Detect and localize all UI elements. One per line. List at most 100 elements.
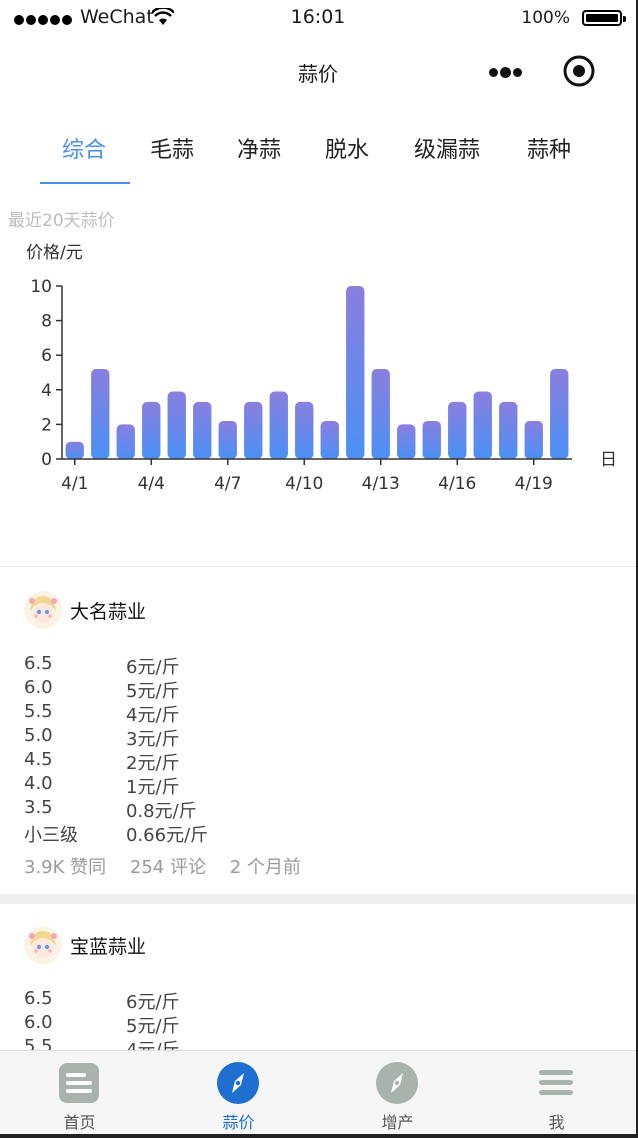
bar[interactable]: [397, 424, 416, 459]
price-bar-chart: 0 2 4 6 8 10 4/1 4/4 4/7 4/10 4/13 4/16 4/19 日: [30, 277, 617, 494]
y-tick-label: 2: [41, 415, 52, 435]
price: 2元/斤: [126, 753, 180, 774]
grade: 4.0: [24, 773, 53, 794]
post-author[interactable]: 宝蓝蒜业: [70, 936, 147, 958]
category-tabs: 综合 毛蒜 净蒜 脱水 级漏蒜 蒜种: [0, 120, 636, 184]
tab-jingsuan[interactable]: 净蒜: [237, 138, 282, 163]
tab-suanzhong[interactable]: 蒜种: [527, 138, 572, 163]
wifi-icon: [152, 8, 174, 25]
more-dots-icon[interactable]: [486, 60, 536, 86]
tabbar-item-yield[interactable]: 增产: [318, 1051, 477, 1135]
target-icon[interactable]: [562, 54, 596, 88]
signal-icon: [14, 8, 74, 30]
comment-count[interactable]: 254 评论: [129, 857, 206, 878]
tab-zonghe[interactable]: 综合: [62, 138, 107, 163]
price: 4元/斤: [126, 705, 180, 726]
y-tick-label: 10: [30, 277, 52, 297]
bar[interactable]: [371, 369, 390, 459]
tabbar-label: 我: [548, 1113, 565, 1132]
compass-icon: [217, 1062, 259, 1104]
bar[interactable]: [65, 441, 84, 459]
grade: 5.0: [24, 725, 53, 746]
tabbar-label: 蒜价: [222, 1113, 255, 1132]
bar[interactable]: [320, 420, 339, 459]
price: 6元/斤: [126, 657, 180, 678]
grade: 6.0: [24, 677, 53, 698]
tab-maosuan[interactable]: 毛蒜: [150, 138, 195, 163]
grade: 小三级: [24, 825, 78, 846]
section-gap: [0, 894, 636, 904]
tabbar-label: 增产: [381, 1113, 414, 1132]
x-tick-label: 4/4: [138, 474, 165, 494]
post-author[interactable]: 大名蒜业: [70, 601, 147, 623]
price: 0.66元/斤: [126, 825, 209, 846]
x-tick-label: 4/10: [285, 474, 323, 494]
y-tick-label: 0: [41, 450, 52, 470]
bar[interactable]: [524, 420, 543, 459]
clock: 16:01: [290, 6, 346, 28]
tabbar-item-price[interactable]: 蒜价: [159, 1051, 318, 1135]
divider: [0, 566, 636, 567]
bar[interactable]: [244, 401, 263, 459]
grade: 6.0: [24, 1012, 53, 1033]
bar[interactable]: [167, 391, 186, 459]
x-axis-label: 日: [600, 450, 617, 470]
x-tick-label: 4/16: [438, 474, 476, 494]
avatar[interactable]: [24, 926, 62, 964]
tab-tuoshui[interactable]: 脱水: [325, 138, 370, 163]
home-list-icon: [59, 1063, 99, 1103]
grade: 4.5: [24, 749, 53, 770]
bar[interactable]: [550, 369, 569, 459]
tabbar-item-me[interactable]: 我: [477, 1051, 636, 1135]
tab-jilousuan[interactable]: 级漏蒜: [414, 138, 481, 163]
tabbar-label: 首页: [63, 1113, 96, 1132]
price: 6元/斤: [126, 992, 180, 1013]
nav-bar: 蒜价: [0, 36, 636, 108]
x-tick-label: 4/7: [214, 474, 241, 494]
device-edge: [636, 0, 638, 1138]
x-tick-label: 4/13: [362, 474, 400, 494]
carrier-label: WeChat: [80, 6, 154, 28]
price: 3元/斤: [126, 729, 180, 750]
x-tick-label: 4/1: [61, 474, 88, 494]
y-tick-label: 6: [41, 346, 52, 366]
bar[interactable]: [295, 401, 314, 459]
bar[interactable]: [499, 401, 518, 459]
price: 5元/斤: [126, 1016, 180, 1037]
post-card[interactable]: 宝蓝蒜业 6.56元/斤 6.05元/斤 5.54元/斤: [0, 904, 636, 1061]
bar[interactable]: [116, 424, 135, 459]
device-edge: [0, 1134, 638, 1138]
post-card[interactable]: 大名蒜业 6.5 6元/斤 6.0 5元/斤 5.5 4元/斤 5.0 3元/斤 4.5…: [0, 567, 636, 893]
like-count[interactable]: 3.9K 赞同: [24, 857, 107, 878]
bar[interactable]: [269, 391, 288, 459]
chart-y-axis-label: 价格/元: [26, 243, 83, 263]
y-tick-label: 4: [41, 381, 52, 401]
menu-icon: [539, 1070, 573, 1095]
x-tick-label: 4/19: [515, 474, 553, 494]
bar[interactable]: [91, 369, 110, 459]
chart-caption: 最近20天蒜价: [8, 211, 115, 231]
bar[interactable]: [422, 420, 441, 459]
bar[interactable]: [346, 286, 365, 459]
grade: 6.5: [24, 653, 53, 674]
bar[interactable]: [448, 401, 467, 459]
bar[interactable]: [473, 391, 492, 459]
battery-icon: [582, 10, 626, 26]
grade: 6.5: [24, 988, 53, 1009]
price: 0.8元/斤: [126, 801, 197, 822]
active-tab-indicator: [40, 182, 130, 184]
bar[interactable]: [218, 420, 237, 459]
avatar[interactable]: [24, 591, 62, 629]
page-title: 蒜价: [298, 62, 338, 86]
status-bar: WeChat 16:01 100%: [0, 0, 636, 36]
tabbar-item-home[interactable]: 首页: [0, 1051, 159, 1135]
price: 5元/斤: [126, 681, 180, 702]
post-time: 2 个月前: [229, 857, 301, 878]
battery-percent: 100%: [521, 8, 570, 28]
price: 1元/斤: [126, 777, 180, 798]
post-meta: 3.9K 赞同 254 评论 2 个月前: [24, 853, 319, 879]
bar[interactable]: [193, 401, 212, 459]
compass-icon: [376, 1062, 418, 1104]
bar[interactable]: [142, 401, 161, 459]
